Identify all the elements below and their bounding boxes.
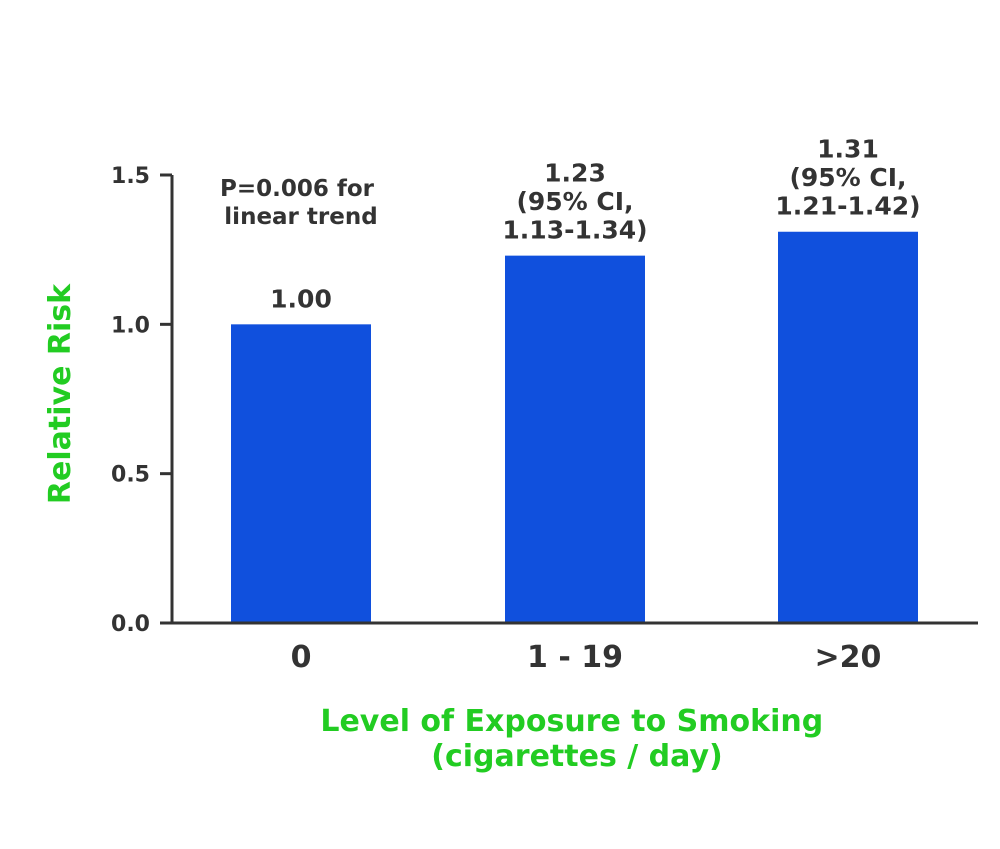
data-label: 1.21-1.42) [775, 192, 920, 221]
x-axis-categories: 0 1 - 19 >20 [291, 640, 882, 675]
data-label: (95% CI, [516, 187, 633, 216]
bars [231, 231, 918, 623]
trend-annotation: P=0.006 for linear trend [220, 176, 382, 230]
data-label: 1.00 [270, 284, 332, 313]
data-label: 1.23 [544, 159, 606, 188]
bar [231, 324, 371, 623]
trend-annotation-line: P=0.006 for [220, 176, 375, 202]
data-label: (95% CI, [789, 163, 906, 192]
x-axis-title-line: Level of Exposure to Smoking [320, 704, 823, 739]
y-axis-ticks: 0.0 0.5 1.0 1.5 [111, 164, 172, 637]
bar [778, 231, 918, 623]
trend-annotation-line: linear trend [224, 204, 377, 230]
data-label: 1.13-1.34) [502, 216, 647, 245]
y-axis-title: Relative Risk [43, 283, 78, 504]
x-axis-title: Level of Exposure to Smoking (cigarettes… [320, 704, 833, 774]
x-category-label: >20 [815, 640, 882, 675]
x-axis-title-line: (cigarettes / day) [431, 739, 722, 774]
axes [170, 175, 978, 625]
x-category-label: 0 [291, 640, 312, 675]
bar [505, 255, 645, 623]
data-label: 1.31 [817, 135, 879, 164]
y-tick-label: 1.0 [111, 313, 150, 338]
x-category-label: 1 - 19 [527, 640, 623, 675]
data-labels: 1.001.23(95% CI,1.13-1.34)1.31(95% CI,1.… [270, 135, 920, 314]
y-tick-label: 0.0 [111, 612, 150, 637]
y-tick-label: 0.5 [111, 463, 150, 488]
y-tick-label: 1.5 [111, 164, 150, 189]
